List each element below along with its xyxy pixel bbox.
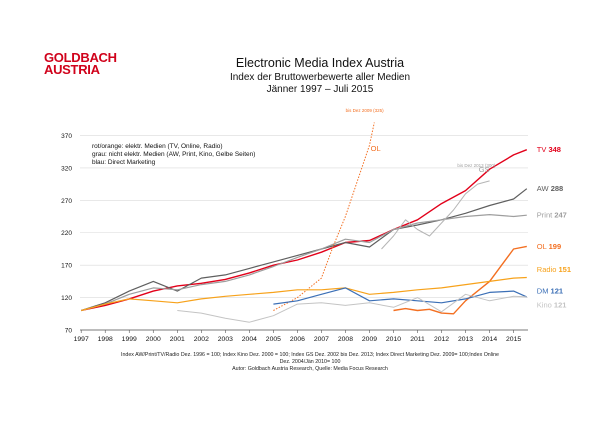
- series-line-ol-hist: [273, 122, 375, 311]
- logo-line2: AUSTRIA: [44, 62, 100, 77]
- series-end-label-radio: Radio 151: [537, 265, 571, 274]
- x-tick-label: 2000: [146, 336, 161, 343]
- x-tick-label: 2008: [338, 336, 353, 343]
- chart-subtitle: Index der Bruttowerbewerte aller Medien: [229, 72, 411, 83]
- series-name: DM: [537, 286, 551, 295]
- x-tick-label: 2007: [314, 336, 329, 343]
- x-tick-label: 1997: [74, 336, 89, 343]
- legend-note: rot/orange: elektr. Medien (TV, Online, …: [92, 143, 255, 167]
- x-tick-label: 2015: [506, 336, 521, 343]
- series-end-label-kino: Kino 121: [537, 300, 567, 309]
- series-end-label-dm: DM 121: [537, 286, 563, 295]
- legend-note-line2: grau: nicht elektr. Medien (AW, Print, K…: [92, 151, 256, 158]
- legend-note-line1: rot/orange: elektr. Medien (TV, Online, …: [92, 143, 223, 150]
- footnote-line2: Dez. 2004/Jän 2010= 100: [279, 359, 341, 365]
- series-value: 121: [551, 286, 564, 295]
- series-name: Kino: [537, 300, 554, 309]
- series-value: 199: [549, 242, 562, 251]
- x-tick-label: 2009: [362, 336, 377, 343]
- y-tick-label: 70: [65, 328, 73, 335]
- x-tick-label: 1998: [98, 336, 113, 343]
- x-tick-label: 2002: [194, 336, 209, 343]
- y-tick-label: 320: [61, 165, 72, 172]
- series-line-print: [81, 214, 527, 312]
- x-tick-label: 2004: [242, 336, 257, 343]
- series-line-aw: [81, 188, 528, 312]
- y-tick-label: 220: [61, 230, 72, 237]
- series-name: AW: [537, 184, 551, 193]
- series-line-ol: [393, 245, 527, 315]
- series-value: 288: [551, 184, 564, 193]
- series-label-gs: GS: [479, 165, 490, 174]
- series-end-label-tv: TV 348: [537, 145, 561, 154]
- series-line-tv: [81, 149, 528, 312]
- series-name: OL: [537, 242, 549, 251]
- y-tick-label: 170: [61, 263, 72, 270]
- x-tick-label: 2014: [482, 336, 497, 343]
- x-tick-label: 1999: [122, 336, 137, 343]
- series-line-radio: [81, 276, 527, 312]
- series-name: Radio: [537, 265, 559, 274]
- series-end-label-ol: OL 199: [537, 242, 561, 251]
- chart-annotation: bis Dez 2009 (325): [346, 108, 385, 113]
- x-tick-label: 2003: [218, 336, 233, 343]
- series-line-gs: [381, 180, 490, 250]
- goldbach-logo: GOLDBACH AUSTRIA: [44, 50, 117, 77]
- series-label-ol-hist: OL: [371, 144, 381, 153]
- y-tick-label: 370: [61, 133, 72, 140]
- series-line-kino: [177, 293, 527, 323]
- series-name: Print: [537, 211, 555, 220]
- series-name: TV: [537, 145, 549, 154]
- chart-annotation: bis Dez 2013 (300): [457, 163, 496, 168]
- chart-period: Jänner 1997 – Juli 2015: [266, 84, 374, 95]
- x-tick-label: 2012: [434, 336, 449, 343]
- series-value: 348: [548, 145, 561, 154]
- series-end-label-print: Print 247: [537, 211, 567, 220]
- x-tick-label: 2005: [266, 336, 281, 343]
- series-value: 151: [558, 265, 571, 274]
- x-tick-label: 2010: [386, 336, 401, 343]
- series-line-dm: [273, 287, 528, 305]
- chart-title: Electronic Media Index Austria: [235, 56, 405, 70]
- legend-note-line3: blau: Direct Marketing: [92, 159, 156, 166]
- x-tick-label: 2013: [458, 336, 473, 343]
- series-value: 121: [554, 300, 567, 309]
- footnote-line1: Index AW/Print/TV/Radio Dez. 1996 = 100;…: [120, 352, 500, 358]
- logo-line1: GOLDBACH: [44, 50, 117, 65]
- x-tick-label: 2001: [170, 336, 185, 343]
- x-tick-label: 2006: [290, 336, 305, 343]
- x-tick-label: 2011: [410, 336, 425, 343]
- series-end-label-aw: AW 288: [537, 184, 563, 193]
- y-tick-label: 120: [61, 295, 72, 302]
- footnote-line3: Autor: Goldbach Austria Research, Quelle…: [232, 366, 388, 372]
- y-tick-label: 270: [61, 198, 72, 205]
- series-value: 247: [554, 211, 567, 220]
